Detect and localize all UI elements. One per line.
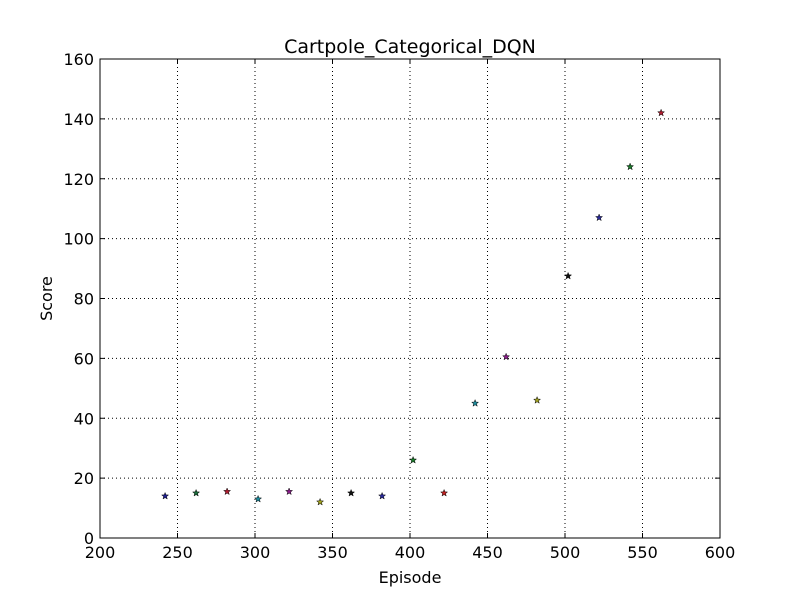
data-point xyxy=(408,455,418,464)
y-tick-labels: 0 20 40 60 80 100 120 140 160 xyxy=(63,50,94,548)
y-axis-label: Score xyxy=(37,276,56,321)
x-tick-labels: 200 250 300 350 400 450 500 550 600 xyxy=(85,543,736,562)
y-tick-label: 20 xyxy=(74,469,94,488)
x-tick-label: 500 xyxy=(550,543,581,562)
data-point xyxy=(594,213,604,222)
data-point xyxy=(563,271,573,280)
x-tick-label: 200 xyxy=(85,543,116,562)
data-point xyxy=(377,491,387,500)
data-point xyxy=(253,494,263,503)
data-point xyxy=(470,398,480,407)
grid xyxy=(100,59,720,538)
data-points xyxy=(160,108,666,506)
x-tick-label: 450 xyxy=(472,543,503,562)
data-point xyxy=(656,108,666,117)
y-tick-label: 0 xyxy=(84,529,94,548)
y-tick-label: 40 xyxy=(74,409,94,428)
y-tick-label: 140 xyxy=(63,110,94,129)
x-tick-label: 600 xyxy=(705,543,736,562)
data-point xyxy=(501,352,511,361)
x-tick-label: 400 xyxy=(395,543,426,562)
data-point xyxy=(222,487,232,496)
chart-title: Cartpole_Categorical_DQN xyxy=(284,36,536,58)
y-tick-label: 120 xyxy=(63,170,94,189)
y-tick-label: 60 xyxy=(74,349,94,368)
x-tick-label: 300 xyxy=(240,543,271,562)
data-point xyxy=(439,488,449,497)
data-point xyxy=(625,162,635,171)
data-point xyxy=(532,395,542,404)
data-point xyxy=(284,487,294,496)
x-tick-label: 250 xyxy=(162,543,193,562)
y-tick-label: 80 xyxy=(74,290,94,309)
x-tick-label: 350 xyxy=(317,543,348,562)
data-point xyxy=(191,488,201,497)
x-tick-label: 550 xyxy=(627,543,658,562)
y-tick-label: 160 xyxy=(63,50,94,69)
axis-ticks xyxy=(99,58,721,539)
x-axis-label: Episode xyxy=(379,568,442,587)
data-point xyxy=(346,488,356,497)
y-tick-label: 100 xyxy=(63,230,94,249)
data-point xyxy=(160,491,170,500)
data-point xyxy=(315,497,325,506)
